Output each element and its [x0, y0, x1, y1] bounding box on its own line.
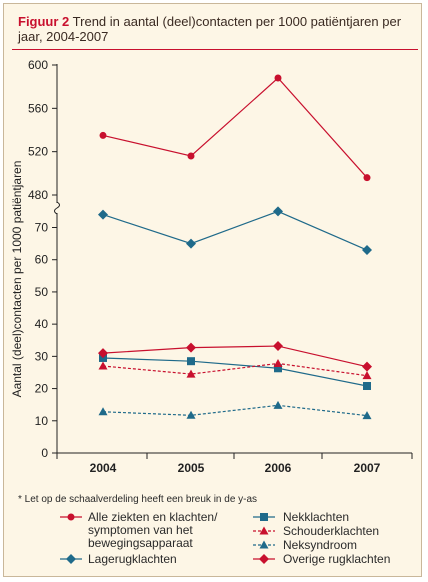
legend-swatch-marker: [259, 540, 269, 549]
data-point: [273, 400, 283, 409]
y-tick-label: 40: [35, 317, 49, 331]
data-point: [363, 174, 371, 182]
y-tick-label: 60: [35, 253, 49, 267]
figure-title-text: Trend in aantal (deel)contacten per 1000…: [18, 14, 402, 44]
data-point: [362, 361, 372, 372]
data-point: [274, 74, 282, 82]
series-line: [102, 77, 368, 179]
x-tick-label: 2007: [354, 461, 381, 475]
data-point: [362, 371, 372, 380]
data-point: [98, 361, 108, 370]
title-rule: [12, 49, 418, 50]
data-point: [186, 410, 196, 419]
data-point: [273, 358, 283, 367]
data-point: [362, 411, 372, 420]
legend: [60, 513, 275, 564]
data-point: [99, 131, 107, 139]
y-tick-label: 50: [35, 285, 49, 299]
y-tick-label: 10: [35, 414, 49, 428]
series-layer: [98, 74, 372, 420]
y-tick-label: 30: [35, 349, 49, 363]
figure-title: Figuur 2 Trend in aantal (deel)contacten…: [18, 14, 413, 44]
data-point: [273, 206, 283, 217]
series-line: [102, 362, 368, 377]
figure-label: Figuur 2: [18, 14, 70, 29]
legend-swatch-marker: [66, 554, 76, 564]
data-point: [186, 369, 196, 378]
data-point: [98, 209, 108, 220]
y-tick-label: 0: [41, 446, 48, 460]
data-point: [273, 341, 283, 352]
y-axis-break: [54, 201, 60, 215]
series-line: [102, 210, 368, 251]
x-tick-label: 2004: [90, 461, 117, 475]
data-point: [187, 152, 195, 160]
series-line: [102, 357, 368, 387]
y-tick-label: 480: [28, 188, 48, 202]
legend-swatch-marker: [259, 554, 269, 564]
x-tick-label: 2005: [178, 461, 205, 475]
legend-swatch-marker: [259, 526, 269, 535]
y-tick-label: 560: [28, 101, 48, 115]
figure-frame: Figuur 2 Trend in aantal (deel)contacten…: [3, 3, 422, 577]
series-line: [102, 345, 368, 368]
legend-swatch-marker: [67, 513, 75, 521]
axes: 480 520 560 600 0 10 20 30 40 50 60 70 2004 2005 2006 2…: [10, 58, 413, 475]
legend-swatch-marker: [260, 513, 268, 521]
data-point: [98, 407, 108, 416]
y-axis-label: Aantal (deel)contacten per 1000 patiëntj…: [10, 161, 24, 398]
data-point: [362, 245, 372, 256]
series-line: [102, 404, 368, 417]
data-point: [98, 348, 108, 359]
data-point: [186, 238, 196, 249]
data-point: [274, 364, 282, 373]
y-tick-label: 520: [28, 145, 48, 159]
data-point: [186, 342, 196, 353]
x-tick-label: 2006: [265, 461, 292, 475]
y-tick-label: 20: [35, 382, 49, 396]
footnote: * Let op de schaalverdeling heeft een br…: [18, 494, 258, 505]
y-tick-label: 600: [28, 58, 48, 72]
data-point: [187, 357, 195, 366]
data-point: [363, 381, 371, 390]
y-tick-label: 70: [35, 221, 49, 235]
